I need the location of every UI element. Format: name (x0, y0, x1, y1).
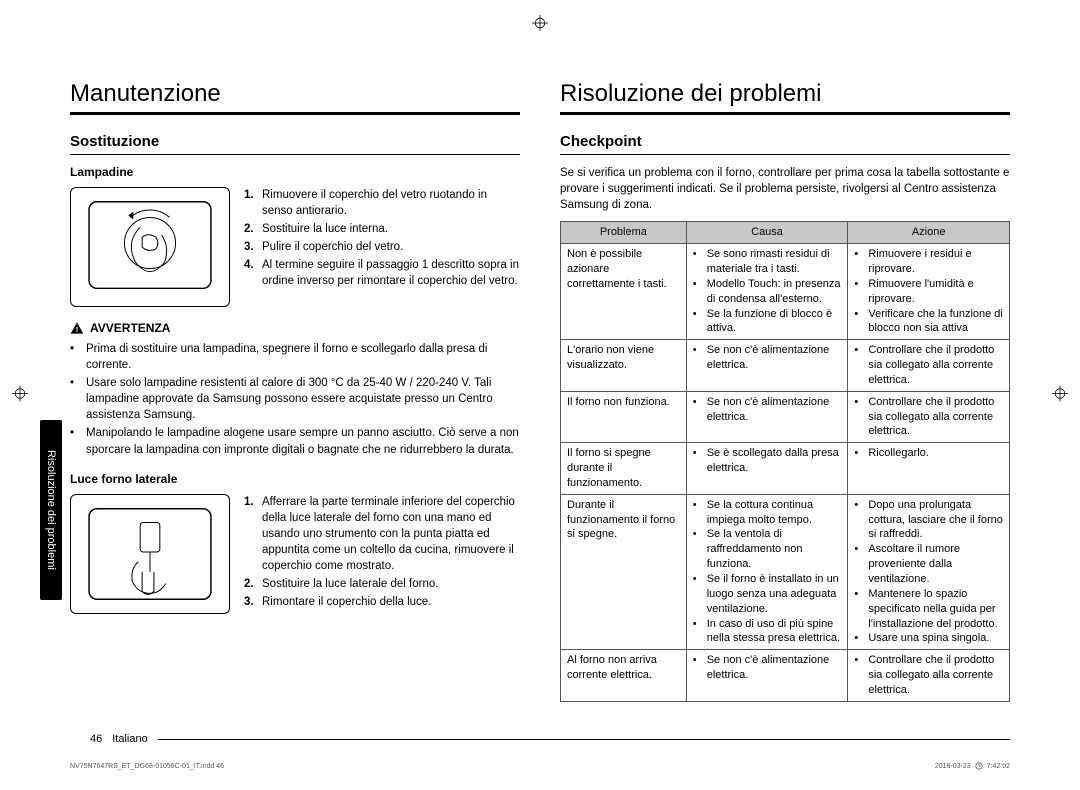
right-title: Risoluzione dei problemi (560, 80, 1010, 115)
cell-problem: Il forno si spegne durante il funzioname… (561, 443, 687, 495)
cause-item: Modello Touch: in presenza di condensa a… (707, 277, 842, 307)
cell-cause: Se non c'è alimentazione elettrica. (686, 391, 848, 443)
left-subhead: Sostituzione (70, 133, 520, 155)
cell-problem: Al forno non arriva corrente elettrica. (561, 650, 687, 702)
cell-problem: Il forno non funziona. (561, 391, 687, 443)
cell-cause: Se è scollegato dalla presa elettrica. (686, 443, 848, 495)
imprint-right: 2018-03-23 7:42:02 (935, 762, 1010, 770)
side-tab: Risoluzione dei problemi (40, 420, 62, 600)
imprint-left: NV75N7647RS_ET_DG68-01056C-01_IT.indd 46 (70, 763, 224, 770)
action-item: Controllare che il prodotto sia collegat… (868, 653, 1003, 698)
cell-action: Dopo una prolungata cottura, lasciare ch… (848, 494, 1010, 649)
cell-action: Controllare che il prodotto sia collegat… (848, 340, 1010, 392)
side-light-illustration (70, 494, 230, 614)
table-row: Non è possibile azionare correttamente i… (561, 244, 1010, 340)
cause-item: In caso di uso di più spine nella stessa… (707, 617, 842, 647)
cause-item: Se non c'è alimentazione elettrica. (707, 653, 842, 683)
cell-problem: Non è possibile azionare correttamente i… (561, 244, 687, 340)
action-item: Verificare che la funzione di blocco non… (868, 307, 1003, 337)
table-row: Il forno si spegne durante il funzioname… (561, 443, 1010, 495)
table-row: L'orario non viene visualizzato. Se non c… (561, 340, 1010, 392)
cell-problem: Durante il funzionamento il forno si spe… (561, 494, 687, 649)
registration-mark-left (12, 386, 28, 405)
action-item: Rimuovere i residui e riprovare. (868, 247, 1003, 277)
warning-list: Prima di sostituire una lampadina, spegn… (70, 341, 520, 458)
imprint-time: 7:42:02 (987, 763, 1010, 770)
side-light-head: Luce forno laterale (70, 472, 520, 486)
lamp-head: Lampadine (70, 165, 520, 179)
action-item: Controllare che il prodotto sia collegat… (868, 343, 1003, 388)
registration-mark-right (1052, 386, 1068, 405)
cell-cause: Se non c'è alimentazione elettrica. (686, 340, 848, 392)
troubleshooting-table: Problema Causa Azione Non è possibile az… (560, 221, 1010, 701)
cell-cause: Se sono rimasti residui di materiale tra… (686, 244, 848, 340)
cell-action: Rimuovere i residui e riprovare.Rimuover… (848, 244, 1010, 340)
left-title: Manutenzione (70, 80, 520, 115)
warning-item: Usare solo lampadine resistenti al calor… (86, 375, 520, 423)
clock-icon (975, 762, 983, 770)
checkpoint-intro: Se si verifica un problema con il forno,… (560, 165, 1010, 213)
th-problem: Problema (561, 222, 687, 244)
page-lang: Italiano (112, 733, 147, 745)
page-number: 46 (90, 733, 102, 745)
action-item: Controllare che il prodotto sia collegat… (868, 395, 1003, 440)
cause-item: Se non c'è alimentazione elettrica. (707, 343, 842, 373)
cell-cause: Se la cottura continua impiega molto tem… (686, 494, 848, 649)
side-light-steps: Afferrare la parte terminale inferiore d… (244, 494, 520, 614)
lamp-steps: Rimuovere il coperchio del vetro ruotand… (244, 187, 520, 307)
cell-cause: Se non c'è alimentazione elettrica. (686, 650, 848, 702)
warning-icon: ! (70, 321, 84, 335)
cause-item: Se la funzione di blocco è attiva. (707, 307, 842, 337)
lamp-illustration (70, 187, 230, 307)
cell-action: Controllare che il prodotto sia collegat… (848, 650, 1010, 702)
table-row: Durante il funzionamento il forno si spe… (561, 494, 1010, 649)
action-item: Dopo una prolungata cottura, lasciare ch… (868, 498, 1003, 543)
left-column: Manutenzione Sostituzione Lampadine Rimu… (70, 80, 520, 702)
cause-item: Se sono rimasti residui di materiale tra… (707, 247, 842, 277)
warning-item: Manipolando le lampadine alogene usare s… (86, 425, 520, 457)
cell-action: Controllare che il prodotto sia collegat… (848, 391, 1010, 443)
footer-rule (158, 739, 1010, 740)
action-item: Rimuovere l'umidità e riprovare. (868, 277, 1003, 307)
side-light-step: Afferrare la parte terminale inferiore d… (262, 494, 520, 574)
right-subhead: Checkpoint (560, 133, 1010, 155)
side-light-step: Rimontare il coperchio della luce. (262, 594, 431, 610)
side-light-step: Sostituire la luce laterale del forno. (262, 576, 438, 592)
warning-row: ! AVVERTENZA (70, 321, 520, 335)
table-header-row: Problema Causa Azione (561, 222, 1010, 244)
warning-item: Prima di sostituire una lampadina, spegn… (86, 341, 520, 373)
action-item: Ricollegarlo. (868, 446, 929, 461)
cause-item: Se è scollegato dalla presa elettrica. (707, 446, 842, 476)
table-row: Il forno non funziona. Se non c'è aliment… (561, 391, 1010, 443)
side-light-block: Afferrare la parte terminale inferiore d… (70, 494, 520, 614)
th-action: Azione (848, 222, 1010, 244)
imprint-date: 2018-03-23 (935, 763, 971, 770)
cause-item: Se non c'è alimentazione elettrica. (707, 395, 842, 425)
action-item: Usare una spina singola. (868, 631, 989, 646)
warning-label: AVVERTENZA (90, 321, 170, 335)
lamp-block: Rimuovere il coperchio del vetro ruotand… (70, 187, 520, 307)
cause-item: Se il forno è installato in un luogo sen… (707, 572, 842, 617)
page-footer: 46 Italiano (90, 733, 1010, 745)
lamp-step: Al termine seguire il passaggio 1 descri… (262, 257, 520, 289)
right-column: Risoluzione dei problemi Checkpoint Se s… (560, 80, 1010, 702)
cell-problem: L'orario non viene visualizzato. (561, 340, 687, 392)
lamp-step: Pulire il coperchio del vetro. (262, 239, 403, 255)
cell-action: Ricollegarlo. (848, 443, 1010, 495)
lamp-step: Sostituire la luce interna. (262, 221, 388, 237)
page-columns: Manutenzione Sostituzione Lampadine Rimu… (70, 80, 1010, 702)
registration-mark-top (532, 15, 548, 34)
table-body: Non è possibile azionare correttamente i… (561, 244, 1010, 702)
action-item: Ascoltare il rumore proveniente dalla ve… (868, 542, 1003, 587)
action-item: Mantenere lo spazio specificato nella gu… (868, 587, 1003, 632)
th-cause: Causa (686, 222, 848, 244)
lamp-step: Rimuovere il coperchio del vetro ruotand… (262, 187, 520, 219)
svg-text:!: ! (76, 325, 79, 334)
cause-item: Se la ventola di raffreddamento non funz… (707, 527, 842, 572)
table-row: Al forno non arriva corrente elettrica. S… (561, 650, 1010, 702)
cause-item: Se la cottura continua impiega molto tem… (707, 498, 842, 528)
